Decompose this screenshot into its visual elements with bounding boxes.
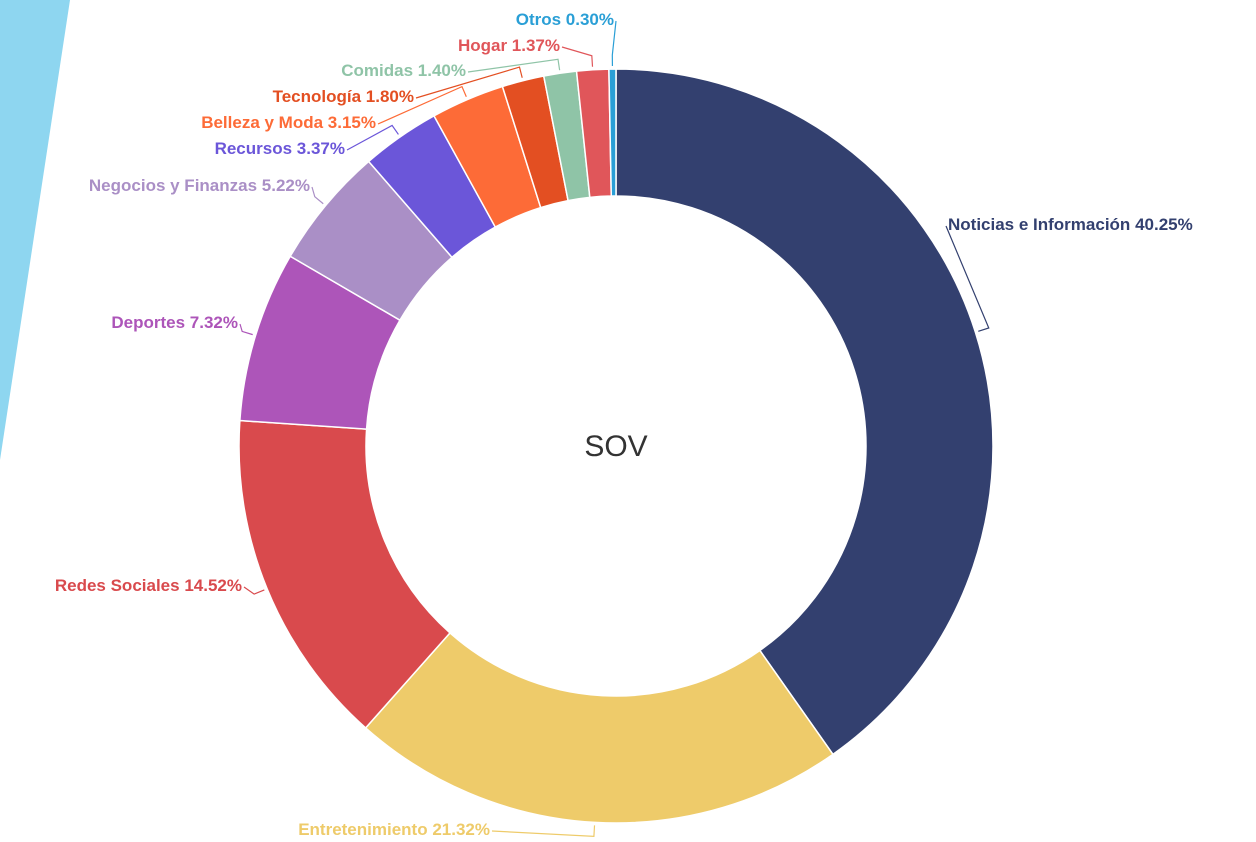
- leader-line: [243, 586, 265, 595]
- leader-line: [377, 85, 467, 125]
- slice-label: Noticias e Información 40.25%: [948, 215, 1193, 234]
- slice-name: Comidas: [341, 61, 413, 80]
- slice-value: 3.15%: [328, 113, 376, 132]
- leader-line: [415, 66, 523, 99]
- leader-line: [311, 186, 324, 205]
- slice-label: Belleza y Moda 3.15%: [201, 113, 376, 132]
- slice-value: 5.22%: [262, 176, 310, 195]
- slice-name: Recursos: [215, 139, 292, 158]
- slice-label: Comidas 1.40%: [341, 61, 466, 80]
- leader-line: [945, 225, 990, 332]
- slice-name: Redes Sociales: [55, 576, 180, 595]
- slice-label: Otros 0.30%: [516, 10, 614, 29]
- slice-label: Recursos 3.37%: [215, 139, 345, 158]
- slice-name: Deportes: [111, 313, 185, 332]
- slice-value: 40.25%: [1135, 215, 1193, 234]
- leader-line: [561, 46, 594, 67]
- leader-line: [467, 58, 561, 73]
- slice-value: 1.80%: [366, 87, 414, 106]
- slice-name: Noticias e Información: [948, 215, 1130, 234]
- decor-stripe: [0, 0, 70, 460]
- slice-value: 21.32%: [432, 820, 490, 839]
- donut-segment: [608, 68, 617, 197]
- leader-line: [611, 20, 617, 67]
- leader-line: [239, 323, 253, 336]
- donut-segment: [615, 68, 994, 756]
- slice-name: Entretenimiento: [298, 820, 427, 839]
- slice-value: 3.37%: [297, 139, 345, 158]
- slice-name: Negocios y Finanzas: [89, 176, 257, 195]
- slice-value: 0.30%: [566, 10, 614, 29]
- slice-label: Tecnología 1.80%: [273, 87, 414, 106]
- leader-line: [346, 124, 399, 151]
- slice-name: Hogar: [458, 36, 508, 55]
- leader-line: [491, 825, 596, 838]
- slice-value: 7.32%: [190, 313, 238, 332]
- slice-label: Redes Sociales 14.52%: [55, 576, 242, 595]
- slice-label: Entretenimiento 21.32%: [298, 820, 490, 839]
- slice-label: Negocios y Finanzas 5.22%: [89, 176, 310, 195]
- slice-name: Belleza y Moda: [201, 113, 323, 132]
- donut-segment: [364, 631, 834, 824]
- slice-value: 1.37%: [512, 36, 560, 55]
- slice-value: 14.52%: [184, 576, 242, 595]
- slice-label: Hogar 1.37%: [458, 36, 560, 55]
- slice-value: 1.40%: [418, 61, 466, 80]
- center-label: SOV: [584, 430, 647, 463]
- slice-label: Deportes 7.32%: [111, 313, 238, 332]
- slice-name: Otros: [516, 10, 561, 29]
- slice-name: Tecnología: [273, 87, 362, 106]
